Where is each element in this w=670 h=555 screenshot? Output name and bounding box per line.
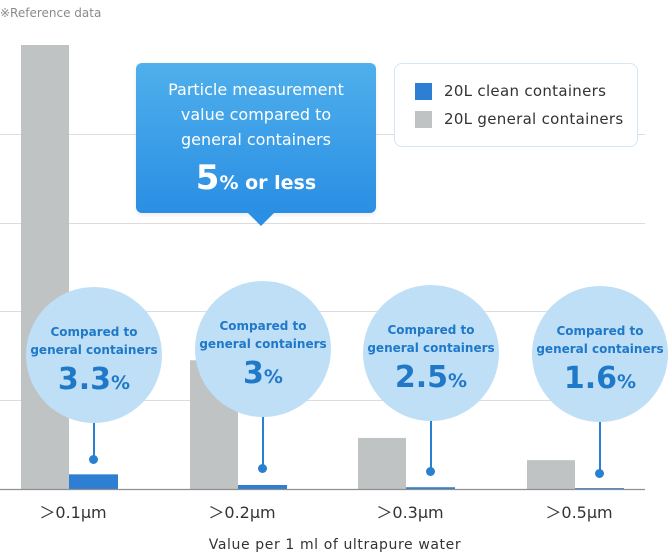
x-tick-label-1: ＞0.1μm xyxy=(39,503,106,522)
bar-general-1 xyxy=(21,45,69,489)
comparison-bubble-1: Compared to general containers 3.3% xyxy=(26,287,162,423)
comparison-bubble-3: Compared to general containers 2.5% xyxy=(363,285,499,421)
bar-general-3 xyxy=(358,437,406,489)
legend-item-general: 20L general containers xyxy=(415,110,623,128)
bar-clean-4 xyxy=(575,488,624,490)
comparison-bubble-4: Compared to general containers 1.6% xyxy=(532,286,668,422)
x-tick-label-3: ＞0.3μm xyxy=(376,503,443,522)
callout-text: Particle measurement value compared to g… xyxy=(136,77,376,152)
bar-clean-3 xyxy=(406,487,455,489)
legend-swatch-general xyxy=(415,110,432,128)
bubble-4-value: 1.6 xyxy=(563,361,618,396)
bubble-dot-2 xyxy=(258,464,267,473)
bar-general-4 xyxy=(527,460,575,489)
bubble-3-value: 2.5 xyxy=(394,360,449,395)
bubble-2-line-2: general containers xyxy=(199,337,327,351)
bar-clean-1 xyxy=(69,474,118,489)
legend-swatch-clean xyxy=(415,82,432,100)
legend-label-general: 20L general containers xyxy=(444,110,624,128)
bubble-stem-3 xyxy=(430,420,432,470)
bubble-2-value: 3 xyxy=(243,356,264,391)
bubble-1-value: 3.3 xyxy=(57,362,112,397)
summary-callout: Particle measurement value compared to g… xyxy=(136,63,376,226)
bar-clean-2 xyxy=(238,485,287,489)
x-tick-label-4: ＞0.5μm xyxy=(545,503,612,522)
bubble-3-unit: % xyxy=(448,370,468,392)
callout-big-number: 5 xyxy=(195,158,220,198)
bubble-dot-1 xyxy=(89,455,98,464)
bubble-stem-2 xyxy=(262,412,264,466)
callout-line-2: value compared to xyxy=(180,105,332,124)
bubble-stem-1 xyxy=(93,420,95,458)
bubble-3-line-1: Compared to xyxy=(387,323,475,337)
bubble-2-unit: % xyxy=(263,366,283,388)
x-axis-label: Value per 1 ml of ultrapure water xyxy=(208,537,462,553)
bubble-dot-3 xyxy=(426,467,435,476)
x-tick-label-2: ＞0.2μm xyxy=(208,503,275,522)
bubble-4-unit: % xyxy=(617,371,637,393)
bubble-dot-4 xyxy=(595,469,604,478)
bubble-1-unit: % xyxy=(111,372,131,394)
bubble-4-line-1: Compared to xyxy=(556,324,644,338)
comparison-bubble-2: Compared to general containers 3% xyxy=(195,281,331,417)
legend: 20L clean containers 20L general contain… xyxy=(394,63,638,147)
legend-item-clean: 20L clean containers xyxy=(415,82,606,100)
bubble-1-line-2: general containers xyxy=(30,343,158,357)
callout-big-suffix: % or less xyxy=(219,172,317,194)
bubble-4-line-2: general containers xyxy=(536,342,664,356)
callout-line-1: Particle measurement xyxy=(168,80,344,99)
bubble-stem-4 xyxy=(599,420,601,472)
bubble-2-line-1: Compared to xyxy=(219,319,307,333)
bubble-3-line-2: general containers xyxy=(367,341,495,355)
callout-line-3: general containers xyxy=(180,130,332,149)
legend-label-clean: 20L clean containers xyxy=(444,82,607,100)
reference-note: ※Reference data xyxy=(0,6,102,20)
callout-highlight: 5% or less xyxy=(136,158,376,198)
bubble-1-line-1: Compared to xyxy=(50,325,138,339)
